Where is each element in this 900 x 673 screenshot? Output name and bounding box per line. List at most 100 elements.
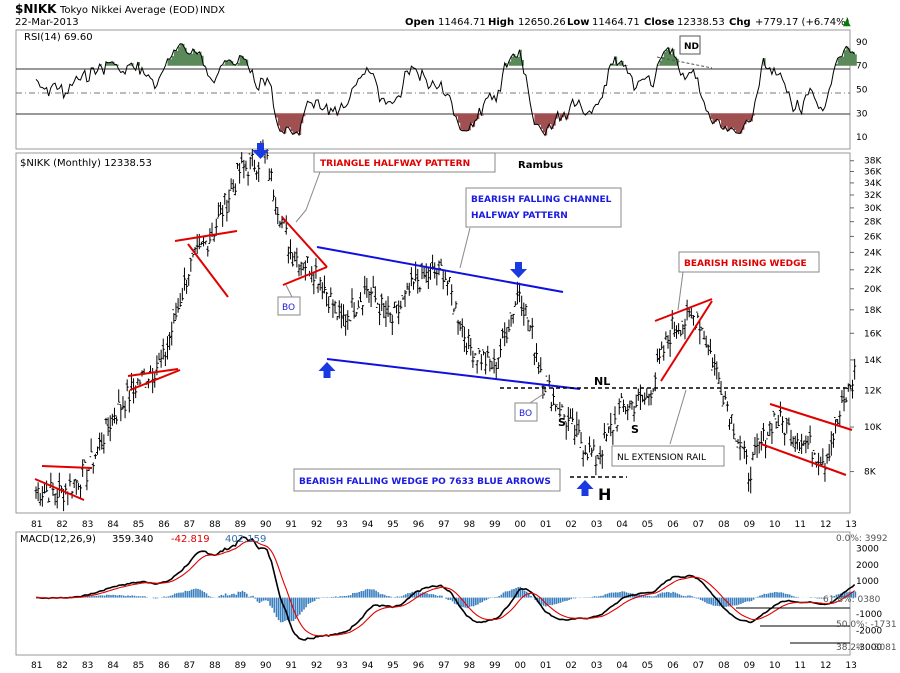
macd-hist-bar <box>841 592 844 598</box>
macd-hist-bar <box>356 592 358 598</box>
year-label: 87 <box>184 661 195 671</box>
nd-label: ND <box>684 42 699 52</box>
macd-hist-bar <box>369 589 371 598</box>
macd-hist-bar <box>305 597 307 608</box>
macd-hist-bar <box>400 596 403 598</box>
macd-hist-bar <box>262 597 265 601</box>
year-label: 08 <box>718 661 730 671</box>
year-label: 85 <box>133 661 144 671</box>
macd-hist-bar <box>254 597 256 599</box>
macd-hist-bar <box>854 591 857 598</box>
macd-hist-bar <box>595 596 598 598</box>
rsi-line <box>35 43 855 137</box>
triangle-callout-box <box>313 152 496 173</box>
macd-hist-bar <box>371 589 373 598</box>
macd-hist-bar <box>547 597 549 606</box>
macd-line <box>35 536 856 641</box>
macd-hist-bar <box>426 593 428 598</box>
macd-hist-bar <box>417 591 420 598</box>
macd-hist-bar <box>545 597 547 607</box>
price-tick-label: 32K <box>864 191 882 201</box>
close-label: Close <box>644 17 675 28</box>
channel-upper <box>316 246 564 293</box>
macd-hist-bar <box>103 595 106 598</box>
x-axis-bottom: 81 82 83 84 85 86 87 88 89 90 91 92 93 94 95 96 97 98 99 00… <box>31 661 857 671</box>
year-label: 85 <box>133 520 144 530</box>
year-label: 08 <box>718 520 730 530</box>
rising-wedge-lower <box>660 300 713 382</box>
triangle-91-lower <box>282 266 328 286</box>
price-tick-label: 30K <box>864 204 882 214</box>
macd-hist-bar <box>358 592 360 598</box>
price-tick-label: 36K <box>864 168 882 178</box>
macd-hist-bar <box>496 596 498 598</box>
macd-hist-bar <box>621 591 623 598</box>
macd-hist-bar <box>402 595 405 598</box>
macd-hist-bar <box>742 597 744 603</box>
macd-hist-bar <box>706 597 708 604</box>
channel-lower <box>326 358 581 390</box>
macd-hist-bar <box>271 597 273 608</box>
macd-hist-bar <box>97 595 100 598</box>
macd-hist-bar <box>793 596 795 598</box>
triangle-84-upper <box>127 368 179 377</box>
fib-382: 38.2%: -3081 <box>836 643 897 653</box>
macd-hist-bar <box>125 596 127 598</box>
close-value: 12338.53 <box>677 17 725 28</box>
macd-hist-bar <box>657 594 659 598</box>
author-label: Rambus <box>518 160 563 171</box>
macd-hist-bar <box>343 596 346 598</box>
year-label: 99 <box>489 520 501 530</box>
macd-hist-bar <box>530 595 532 598</box>
macd-hist-bar <box>564 597 566 602</box>
falling-wedge-callout: BEARISH FALLING WEDGE PO 7633 BLUE ARROW… <box>299 477 551 487</box>
triangle-callout: TRIANGLE HALFWAY PATTERN <box>320 159 470 169</box>
macd-hist-bar <box>477 597 479 605</box>
year-label: 86 <box>158 520 170 530</box>
arrow-down-2000-icon <box>510 262 527 278</box>
macd-hist-bar <box>409 593 411 598</box>
macd-hist-bar <box>689 595 691 598</box>
macd-hist-bar <box>163 596 165 598</box>
macd-hist-bar <box>659 593 662 598</box>
price-tick-label: 38K <box>864 157 882 167</box>
year-label: 02 <box>565 520 576 530</box>
chg-up-icon: ▲ <box>843 17 851 28</box>
rsi-label: RSI(14) 69.60 <box>24 32 93 43</box>
year-label: 89 <box>235 661 247 671</box>
macd-hist-bar <box>332 596 335 598</box>
macd-hist-bar <box>672 591 674 598</box>
macd-hist-bar <box>680 595 683 598</box>
macd-hist-bar <box>241 590 244 598</box>
year-label: 98 <box>464 661 476 671</box>
rising-wedge-callout-box <box>678 251 820 273</box>
macd-hist-bar <box>388 596 390 598</box>
macd-hist-bar <box>127 595 129 598</box>
macd-hist-bar <box>339 596 341 598</box>
year-label: 09 <box>744 661 756 671</box>
macd-hist-bar <box>791 595 793 598</box>
year-label: 10 <box>769 520 781 530</box>
macd-hist-bar <box>86 596 89 598</box>
macd-hist-value: 402.159 <box>225 534 266 545</box>
macd-hist-bar <box>114 595 117 598</box>
price-label: $NIKK (Monthly) 12338.53 <box>20 158 152 169</box>
macd-hist-bar <box>606 593 609 598</box>
macd-hist-bar <box>192 589 195 598</box>
price-tick-label: 34K <box>864 179 882 189</box>
macd-hist-bar <box>485 597 488 601</box>
left-shoulder-label: S <box>558 416 566 429</box>
macd-hist-bar <box>156 597 159 599</box>
macd-hist-bar <box>797 597 799 598</box>
macd-hist-bar <box>610 592 613 598</box>
connector-nl-rail <box>669 389 687 445</box>
connector-wedge <box>677 271 684 311</box>
year-label: 07 <box>693 520 704 530</box>
macd-hist-bar <box>500 594 503 598</box>
macd-hist-bar <box>513 588 515 598</box>
macd-hist-bar <box>506 591 509 598</box>
macd-hist-bar <box>559 597 562 603</box>
year-label: 12 <box>820 520 831 530</box>
macd-hist-bar <box>723 597 725 608</box>
macd-hist-bar <box>123 595 125 598</box>
